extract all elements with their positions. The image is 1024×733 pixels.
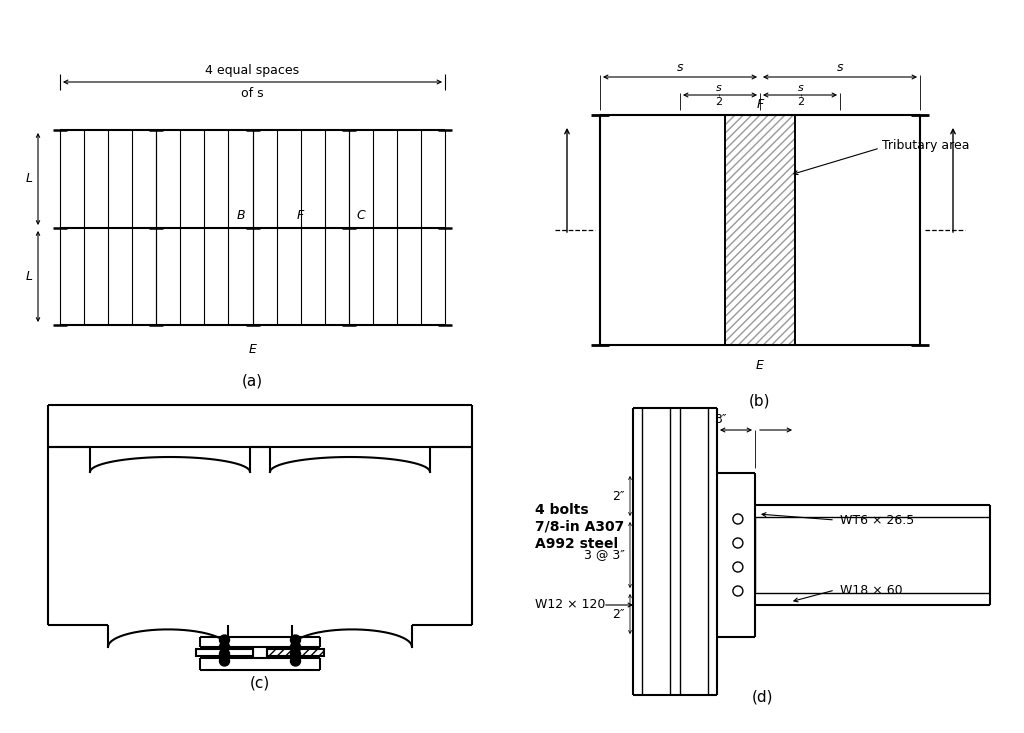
Text: E: E bbox=[249, 343, 256, 356]
Text: W18 × 60: W18 × 60 bbox=[840, 583, 902, 597]
Text: 2″: 2″ bbox=[612, 608, 625, 621]
Text: s: s bbox=[716, 83, 722, 93]
Text: 2″: 2″ bbox=[612, 490, 625, 503]
Text: (c): (c) bbox=[250, 675, 270, 690]
Bar bbox=[725, 115, 795, 345]
Text: s: s bbox=[677, 61, 683, 74]
Text: W12 × 120: W12 × 120 bbox=[535, 599, 605, 611]
Text: L: L bbox=[26, 172, 33, 185]
Circle shape bbox=[733, 586, 742, 596]
Text: F: F bbox=[297, 209, 304, 222]
Text: E: E bbox=[756, 359, 764, 372]
Circle shape bbox=[291, 642, 300, 652]
Circle shape bbox=[219, 649, 229, 659]
Circle shape bbox=[733, 514, 742, 524]
Circle shape bbox=[219, 635, 229, 645]
Circle shape bbox=[291, 656, 300, 666]
Text: (a): (a) bbox=[242, 373, 263, 388]
Text: 4 bolts: 4 bolts bbox=[535, 503, 589, 517]
Text: B: B bbox=[237, 209, 245, 222]
Text: (d): (d) bbox=[752, 690, 773, 705]
Text: 3″: 3″ bbox=[714, 413, 726, 426]
Text: s: s bbox=[837, 61, 843, 74]
Circle shape bbox=[733, 562, 742, 572]
Text: of s: of s bbox=[242, 87, 264, 100]
Circle shape bbox=[219, 656, 229, 666]
Circle shape bbox=[733, 538, 742, 548]
Text: L: L bbox=[26, 270, 33, 283]
Text: s: s bbox=[798, 83, 804, 93]
Text: F: F bbox=[757, 98, 764, 111]
Text: 2: 2 bbox=[798, 97, 805, 107]
Circle shape bbox=[291, 635, 300, 645]
Circle shape bbox=[291, 649, 300, 659]
Text: 3 @ 3″: 3 @ 3″ bbox=[584, 548, 625, 561]
Text: A992 steel: A992 steel bbox=[535, 537, 618, 551]
Text: C: C bbox=[356, 209, 366, 222]
Text: 2: 2 bbox=[716, 97, 723, 107]
Text: 4 equal spaces: 4 equal spaces bbox=[206, 64, 300, 77]
Bar bbox=[196, 649, 253, 656]
Circle shape bbox=[219, 642, 229, 652]
Bar bbox=[267, 649, 324, 656]
Text: Tributary area: Tributary area bbox=[883, 139, 970, 152]
Text: (b): (b) bbox=[750, 393, 771, 408]
Text: 7/8-in A307: 7/8-in A307 bbox=[535, 520, 625, 534]
Text: WT6 × 26.5: WT6 × 26.5 bbox=[840, 514, 914, 526]
